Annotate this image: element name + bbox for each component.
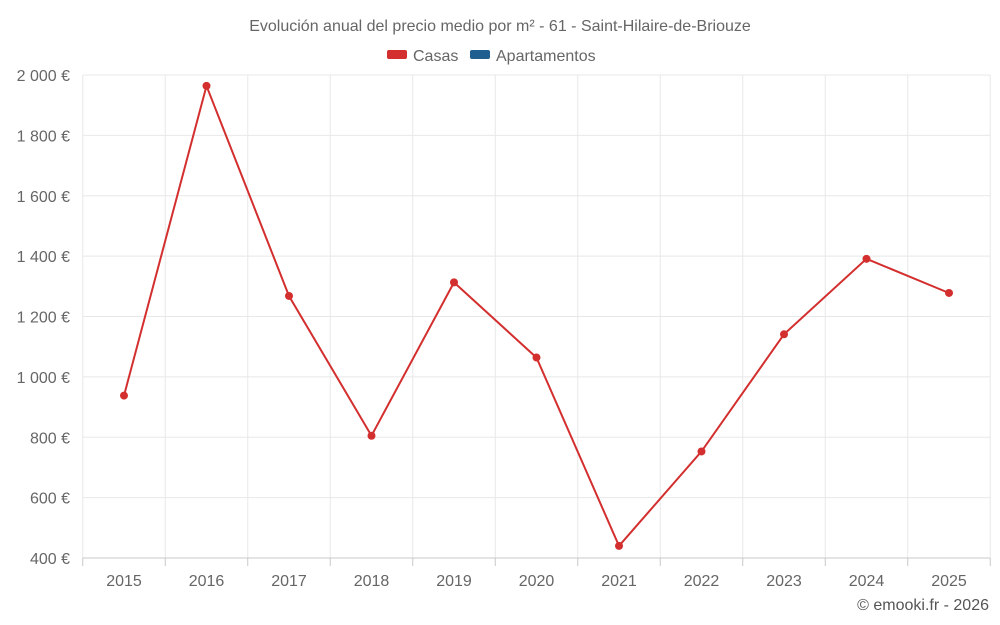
x-tick-label: 2015 — [106, 573, 142, 590]
data-point[interactable]: 2015: 938 — [120, 391, 128, 400]
x-tick-label: 2023 — [766, 573, 802, 590]
x-tick-label: 2021 — [601, 573, 637, 590]
data-point[interactable]: 2019: 1313 — [450, 278, 458, 287]
y-tick-label: 1 000 € — [17, 370, 70, 387]
y-axis-ticks: 400 € 600 € 800 € 1 000 € 1 200 € 1 400 € 1 60… — [17, 68, 70, 568]
y-tick-label: 800 € — [30, 430, 70, 447]
data-point[interactable]: 2022: 753 — [697, 447, 706, 456]
chart-title: Evolución anual del precio medio por m² … — [249, 18, 751, 35]
data-point[interactable]: 2025: 1278 — [945, 288, 953, 297]
data-point[interactable]: 2024: 1391 — [862, 254, 871, 263]
x-axis-ticks: 2015 2016 2017 2018 2019 2020 2021 2022 2023 2024… — [82, 558, 991, 590]
y-tick-label: 600 € — [30, 491, 70, 508]
legend-swatch-casas — [387, 50, 407, 59]
legend-item-apartamentos[interactable]: Apartamentos — [470, 48, 596, 65]
legend-swatch-apartamentos — [470, 50, 490, 59]
y-tick-label: 1 400 € — [17, 249, 70, 266]
y-tick-label: 400 € — [30, 551, 70, 568]
data-point[interactable]: 2017: 1268 — [285, 291, 293, 300]
x-tick-label: 2016 — [189, 573, 225, 590]
x-tick-label: 2019 — [436, 573, 472, 590]
credit-text: © emooki.fr - 2026 — [857, 597, 989, 614]
legend-label-casas: Casas — [413, 48, 458, 65]
legend-label-apartamentos: Apartamentos — [496, 48, 596, 65]
y-tick-label: 1 600 € — [17, 189, 70, 206]
data-point[interactable]: 2016: 1964 — [202, 81, 211, 90]
data-point[interactable]: 2021: 440 — [615, 541, 623, 550]
data-point[interactable]: 2020: 1064 — [532, 353, 541, 362]
x-tick-label: 2025 — [931, 573, 967, 590]
legend-item-casas[interactable]: Casas — [387, 48, 458, 65]
x-tick-label: 2020 — [519, 573, 555, 590]
y-tick-label: 2 000 € — [17, 68, 70, 85]
y-tick-label: 1 800 € — [17, 128, 70, 145]
series-casas: 2015: 938 2016: 1964 2017: 1268 2018: 805 20… — [120, 81, 953, 550]
data-point[interactable]: 2023: 1141 — [780, 330, 788, 339]
x-tick-label: 2024 — [849, 573, 885, 590]
grid — [82, 74, 991, 558]
x-tick-label: 2022 — [684, 573, 720, 590]
x-tick-label: 2018 — [354, 573, 390, 590]
legend: Casas Apartamentos — [387, 48, 596, 65]
x-tick-label: 2017 — [271, 573, 307, 590]
data-point[interactable]: 2018: 805 — [367, 431, 376, 440]
y-tick-label: 1 200 € — [17, 310, 70, 327]
